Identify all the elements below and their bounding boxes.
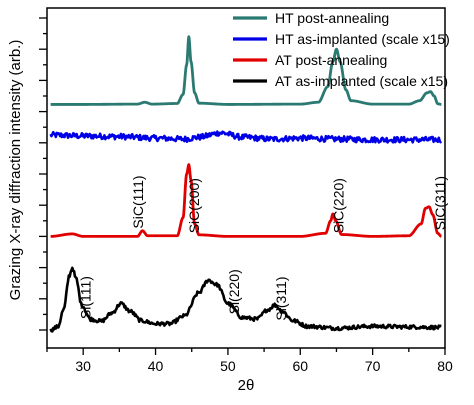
x-tick-label: 40 <box>148 358 164 374</box>
x-tick-label: 80 <box>437 358 453 374</box>
x-tick-label: 60 <box>292 358 308 374</box>
peak-label: Si(111) <box>77 276 93 319</box>
axes-layer: 30 40 50 60 70 80 <box>39 7 453 374</box>
series-line-4 <box>49 266 442 333</box>
annotation-layer: Si(111) SiC(111) SiC(200) Si(220) Si(311) SiC… <box>77 175 448 320</box>
peak-label: Si(220) <box>226 269 242 314</box>
peak-label: SiC(311) <box>432 176 448 230</box>
plot-frame <box>46 7 446 349</box>
y-axis-label: Grazing X-ray diffraction intensity (arb… <box>7 40 24 301</box>
series-line-1 <box>49 35 443 106</box>
legend: HT post-annealing HT as-implanted (scale … <box>233 10 450 89</box>
legend-entry: AT as-implanted (scale x15) <box>275 73 448 89</box>
legend-entry: AT post-annealing <box>275 52 387 68</box>
x-tick-label: 70 <box>365 358 381 374</box>
peak-label: Si(311) <box>273 277 289 321</box>
x-tick-label: 30 <box>75 358 91 374</box>
peak-label: SiC(111) <box>130 175 146 228</box>
legend-entry: HT post-annealing <box>275 10 389 26</box>
series-line-2 <box>49 130 442 144</box>
series-layer <box>49 35 443 333</box>
series-line-3 <box>49 163 443 238</box>
x-tick-label: 50 <box>220 358 236 374</box>
legend-entry: HT as-implanted (scale x15) <box>275 31 450 47</box>
peak-label: SiC(200) <box>186 178 202 233</box>
x-axis-label: 2θ <box>238 377 255 394</box>
peak-label: SiC(220) <box>331 178 347 233</box>
